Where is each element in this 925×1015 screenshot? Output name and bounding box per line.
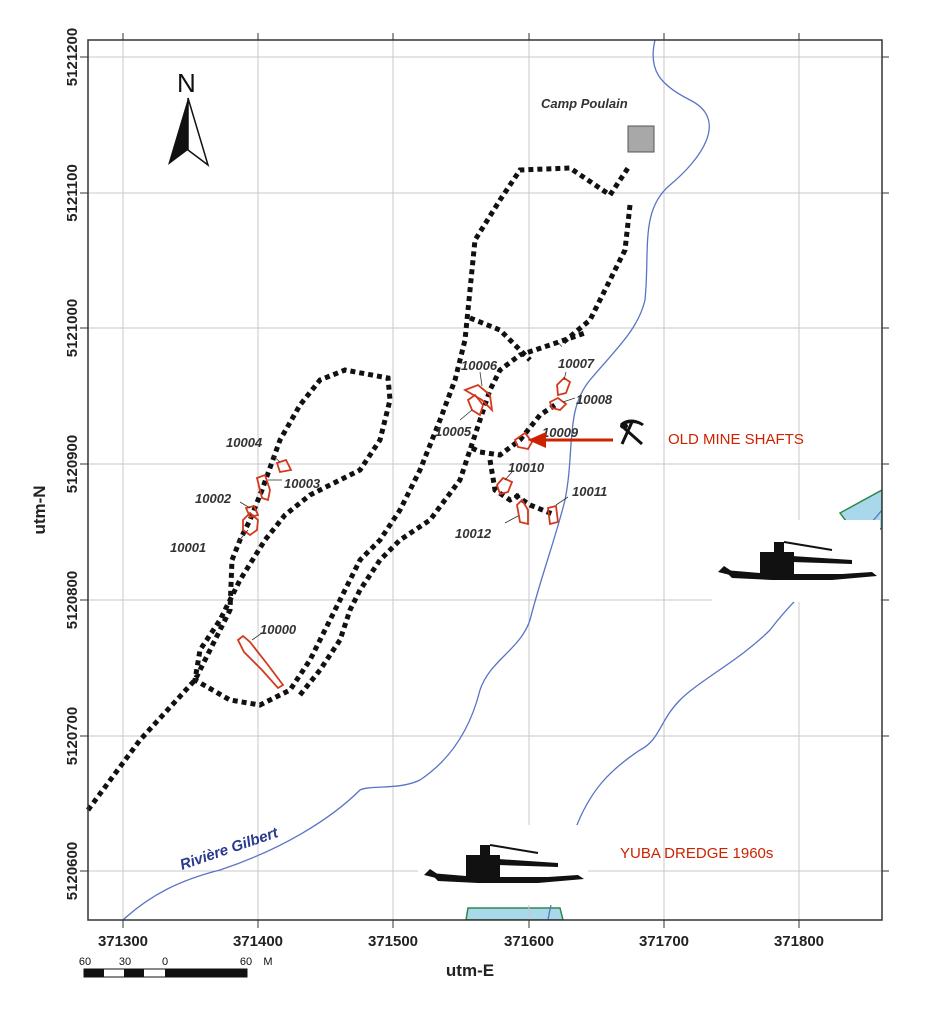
x-axis-ticks [122, 33, 800, 928]
label-10002: 10002 [195, 491, 232, 506]
scale-label: 60 [240, 956, 252, 968]
north-label: N [177, 68, 196, 98]
y-tick-label: 5120800 [64, 571, 81, 629]
x-tick-label: 371300 [98, 933, 148, 950]
dredge-image-right [712, 520, 880, 602]
camp-label: Camp Poulain [541, 96, 628, 111]
y-axis-title: utm-N [30, 485, 49, 534]
scale-label: 30 [119, 956, 131, 968]
outline-10003 [255, 473, 271, 502]
x-tick-label: 371400 [233, 933, 283, 950]
feature-outlines [236, 376, 572, 690]
label-10010: 10010 [508, 460, 545, 475]
y-axis-ticks [80, 56, 889, 872]
y-tick-label: 5121100 [64, 164, 81, 222]
y-tick-label: 5120700 [64, 707, 81, 765]
dredge-image-bottom [418, 825, 588, 905]
label-10008: 10008 [576, 392, 613, 407]
mine-shafts-label: OLD MINE SHAFTS [668, 431, 804, 448]
camp-marker [627, 125, 655, 153]
feature-labels: 10000 10001 10002 10003 10004 10005 1000… [170, 356, 613, 637]
x-tick-label: 371800 [774, 933, 824, 950]
x-axis-title: utm-E [446, 961, 494, 980]
outline-10005 [466, 393, 484, 417]
mine-shafts-annotation: OLD MINE SHAFTS [528, 419, 804, 448]
x-tick-labels: 371300 371400 371500 371600 371700 37180… [98, 933, 824, 950]
label-10000: 10000 [260, 622, 297, 637]
outline-10007 [556, 376, 572, 397]
outline-10006 [462, 383, 494, 413]
label-10001: 10001 [170, 540, 206, 555]
scale-label: 60 [79, 956, 91, 968]
label-10007: 10007 [558, 356, 595, 371]
outline-10001 [242, 511, 259, 537]
camp-poulain: Camp Poulain [541, 96, 655, 153]
y-tick-label: 5120900 [64, 435, 81, 493]
x-tick-label: 371600 [504, 933, 554, 950]
label-10009: 10009 [542, 425, 579, 440]
outline-10012 [516, 498, 529, 526]
y-tick-label: 5120600 [64, 842, 81, 900]
label-10004: 10004 [226, 435, 263, 450]
pick-and-shovel-icon [620, 419, 644, 446]
outline-10000 [236, 634, 285, 690]
north-arrow: N [168, 68, 210, 167]
y-tick-label: 5121000 [64, 299, 81, 357]
outline-10009 [513, 431, 534, 451]
x-tick-label: 371700 [639, 933, 689, 950]
survey-boundaries [85, 163, 633, 812]
y-tick-label: 5121200 [64, 28, 81, 86]
river-gilbert [122, 40, 882, 920]
grid-lines [88, 40, 882, 920]
map-frame [87, 39, 883, 921]
scale-bar: 60 30 0 60 M [79, 956, 273, 978]
scale-label: 0 [162, 956, 168, 968]
label-10011: 10011 [572, 484, 607, 499]
label-10012: 10012 [455, 526, 492, 541]
x-tick-label: 371500 [368, 933, 418, 950]
outline-10004 [275, 458, 293, 474]
outline-10010 [495, 476, 514, 496]
outline-10011 [547, 504, 559, 526]
y-tick-labels: 5121200 5121100 5121000 5120900 5120800 … [64, 28, 81, 900]
outline-10002 [244, 504, 260, 519]
label-10006: 10006 [461, 358, 498, 373]
label-10005: 10005 [435, 424, 472, 439]
outline-10008 [548, 396, 568, 411]
scale-unit: M [263, 956, 272, 968]
label-leaders [236, 371, 576, 641]
label-10003: 10003 [284, 476, 321, 491]
dredge-label: YUBA DREDGE 1960s [620, 845, 773, 862]
